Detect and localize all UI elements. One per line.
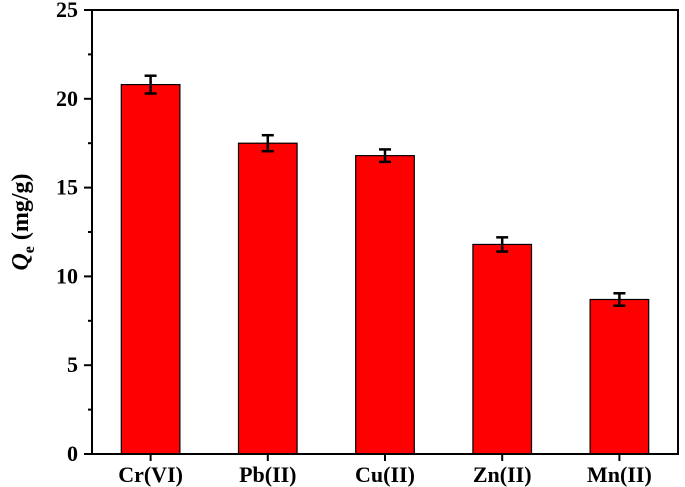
bars-group: [120, 83, 650, 455]
y-tick-label: 10: [56, 263, 78, 288]
y-axis-ticks: 0 5 10 15 20 25: [56, 0, 92, 466]
y-tick-label: 20: [56, 86, 78, 111]
y-tick-label: 15: [56, 175, 78, 200]
bar: [355, 155, 415, 455]
bar: [237, 142, 298, 455]
bar: [120, 83, 181, 455]
bar: [589, 298, 650, 455]
y-tick-label: 0: [67, 441, 78, 466]
y-axis-label-unit: (mg/g): [8, 173, 34, 246]
x-tick-label: Mn(II): [587, 462, 652, 487]
x-tick-label: Cr(VI): [118, 462, 183, 487]
y-tick-label: 5: [67, 352, 78, 377]
y-axis-label: Qe (mg/g): [8, 173, 38, 270]
x-axis-ticks: Cr(VI) Pb(II) Cu(II) Zn(II) Mn(II): [118, 454, 652, 487]
y-axis-label-symbol: Q: [8, 253, 34, 270]
bar: [472, 243, 533, 455]
x-tick-label: Zn(II): [473, 462, 532, 487]
error-bars-group: [144, 74, 626, 307]
y-tick-label: 25: [56, 0, 78, 22]
y-axis-label-subscript: e: [21, 246, 38, 253]
x-tick-label: Cu(II): [355, 462, 415, 487]
x-tick-label: Pb(II): [239, 462, 296, 487]
